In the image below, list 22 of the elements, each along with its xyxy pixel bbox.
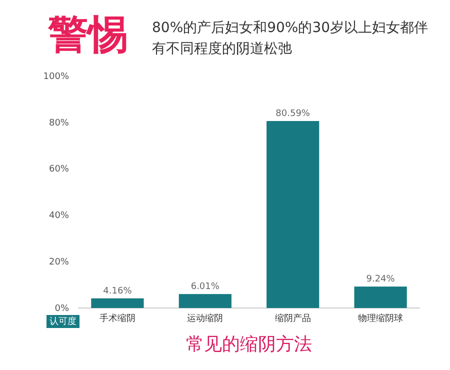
y-axis-title: 认可度 — [50, 316, 76, 327]
x-tick-label: 运动缩阴 — [187, 312, 224, 324]
bar — [91, 298, 144, 308]
x-tick-label: 手术缩阴 — [99, 312, 136, 324]
chart-title: 警惕 — [47, 12, 128, 58]
y-tick-label: 60% — [48, 164, 70, 175]
x-axis-title: 常见的缩阴方法 — [186, 334, 312, 355]
chart-subtitle: 80%的产后妇女和90%的30岁以上妇女都伴有不同程度的阴道松弛 — [152, 20, 428, 57]
y-tick-label: 80% — [48, 118, 70, 128]
y-tick-label: 100% — [43, 72, 70, 82]
data-label: 80.59% — [276, 109, 310, 120]
y-tick-label: 20% — [48, 257, 70, 268]
x-tick-label: 物理缩阴球 — [358, 312, 404, 324]
x-tick-label: 缩阴产品 — [274, 312, 311, 324]
data-label: 4.16% — [103, 286, 132, 296]
y-tick-label: 40% — [48, 211, 70, 222]
data-label: 9.24% — [366, 274, 396, 285]
bar — [354, 286, 407, 308]
data-label: 6.01% — [190, 282, 220, 292]
bar — [266, 121, 320, 308]
bar — [178, 294, 232, 308]
y-tick-label: 0% — [54, 304, 70, 314]
